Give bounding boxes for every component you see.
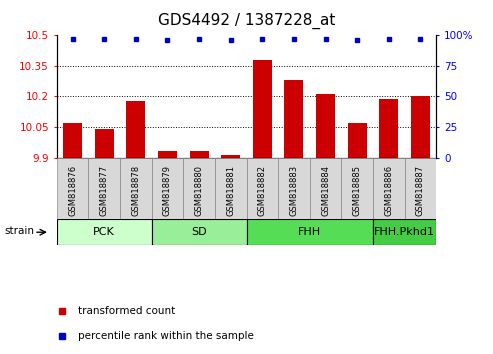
- Bar: [380, 98, 398, 158]
- Text: GSM818885: GSM818885: [352, 165, 362, 216]
- Bar: [341, 158, 373, 219]
- Text: transformed count: transformed count: [77, 306, 175, 316]
- Bar: [215, 158, 246, 219]
- Bar: [88, 158, 120, 219]
- Bar: [63, 123, 82, 158]
- Bar: [158, 152, 177, 158]
- Bar: [278, 158, 310, 219]
- Bar: [246, 158, 278, 219]
- Text: FHH: FHH: [298, 227, 321, 237]
- Text: SD: SD: [191, 227, 207, 237]
- Text: GSM818884: GSM818884: [321, 165, 330, 216]
- Bar: [284, 80, 304, 158]
- Bar: [405, 158, 436, 219]
- Text: GSM818877: GSM818877: [100, 165, 108, 216]
- Bar: [348, 123, 367, 158]
- Bar: [189, 152, 209, 158]
- Text: GSM818880: GSM818880: [195, 165, 204, 216]
- Text: strain: strain: [4, 226, 35, 236]
- Bar: [57, 158, 88, 219]
- Text: FHH.Pkhd1: FHH.Pkhd1: [374, 227, 435, 237]
- Bar: [373, 158, 405, 219]
- Bar: [120, 158, 152, 219]
- Bar: [253, 60, 272, 158]
- Text: percentile rank within the sample: percentile rank within the sample: [77, 331, 253, 341]
- Bar: [57, 219, 152, 245]
- Bar: [152, 158, 183, 219]
- Bar: [126, 101, 145, 158]
- Bar: [310, 158, 341, 219]
- Bar: [221, 155, 240, 158]
- Text: GSM818878: GSM818878: [131, 165, 141, 216]
- Text: GSM818881: GSM818881: [226, 165, 235, 216]
- Bar: [183, 158, 215, 219]
- Text: GSM818876: GSM818876: [68, 165, 77, 216]
- Text: GSM818879: GSM818879: [163, 165, 172, 216]
- Bar: [411, 97, 430, 158]
- Text: GDS4492 / 1387228_at: GDS4492 / 1387228_at: [158, 12, 335, 29]
- Bar: [152, 219, 246, 245]
- Bar: [95, 129, 113, 158]
- Text: GSM818883: GSM818883: [289, 165, 298, 216]
- Text: GSM818887: GSM818887: [416, 165, 425, 216]
- Bar: [246, 219, 373, 245]
- Text: GSM818882: GSM818882: [258, 165, 267, 216]
- Bar: [373, 219, 436, 245]
- Text: PCK: PCK: [93, 227, 115, 237]
- Bar: [316, 95, 335, 158]
- Text: GSM818886: GSM818886: [385, 165, 393, 216]
